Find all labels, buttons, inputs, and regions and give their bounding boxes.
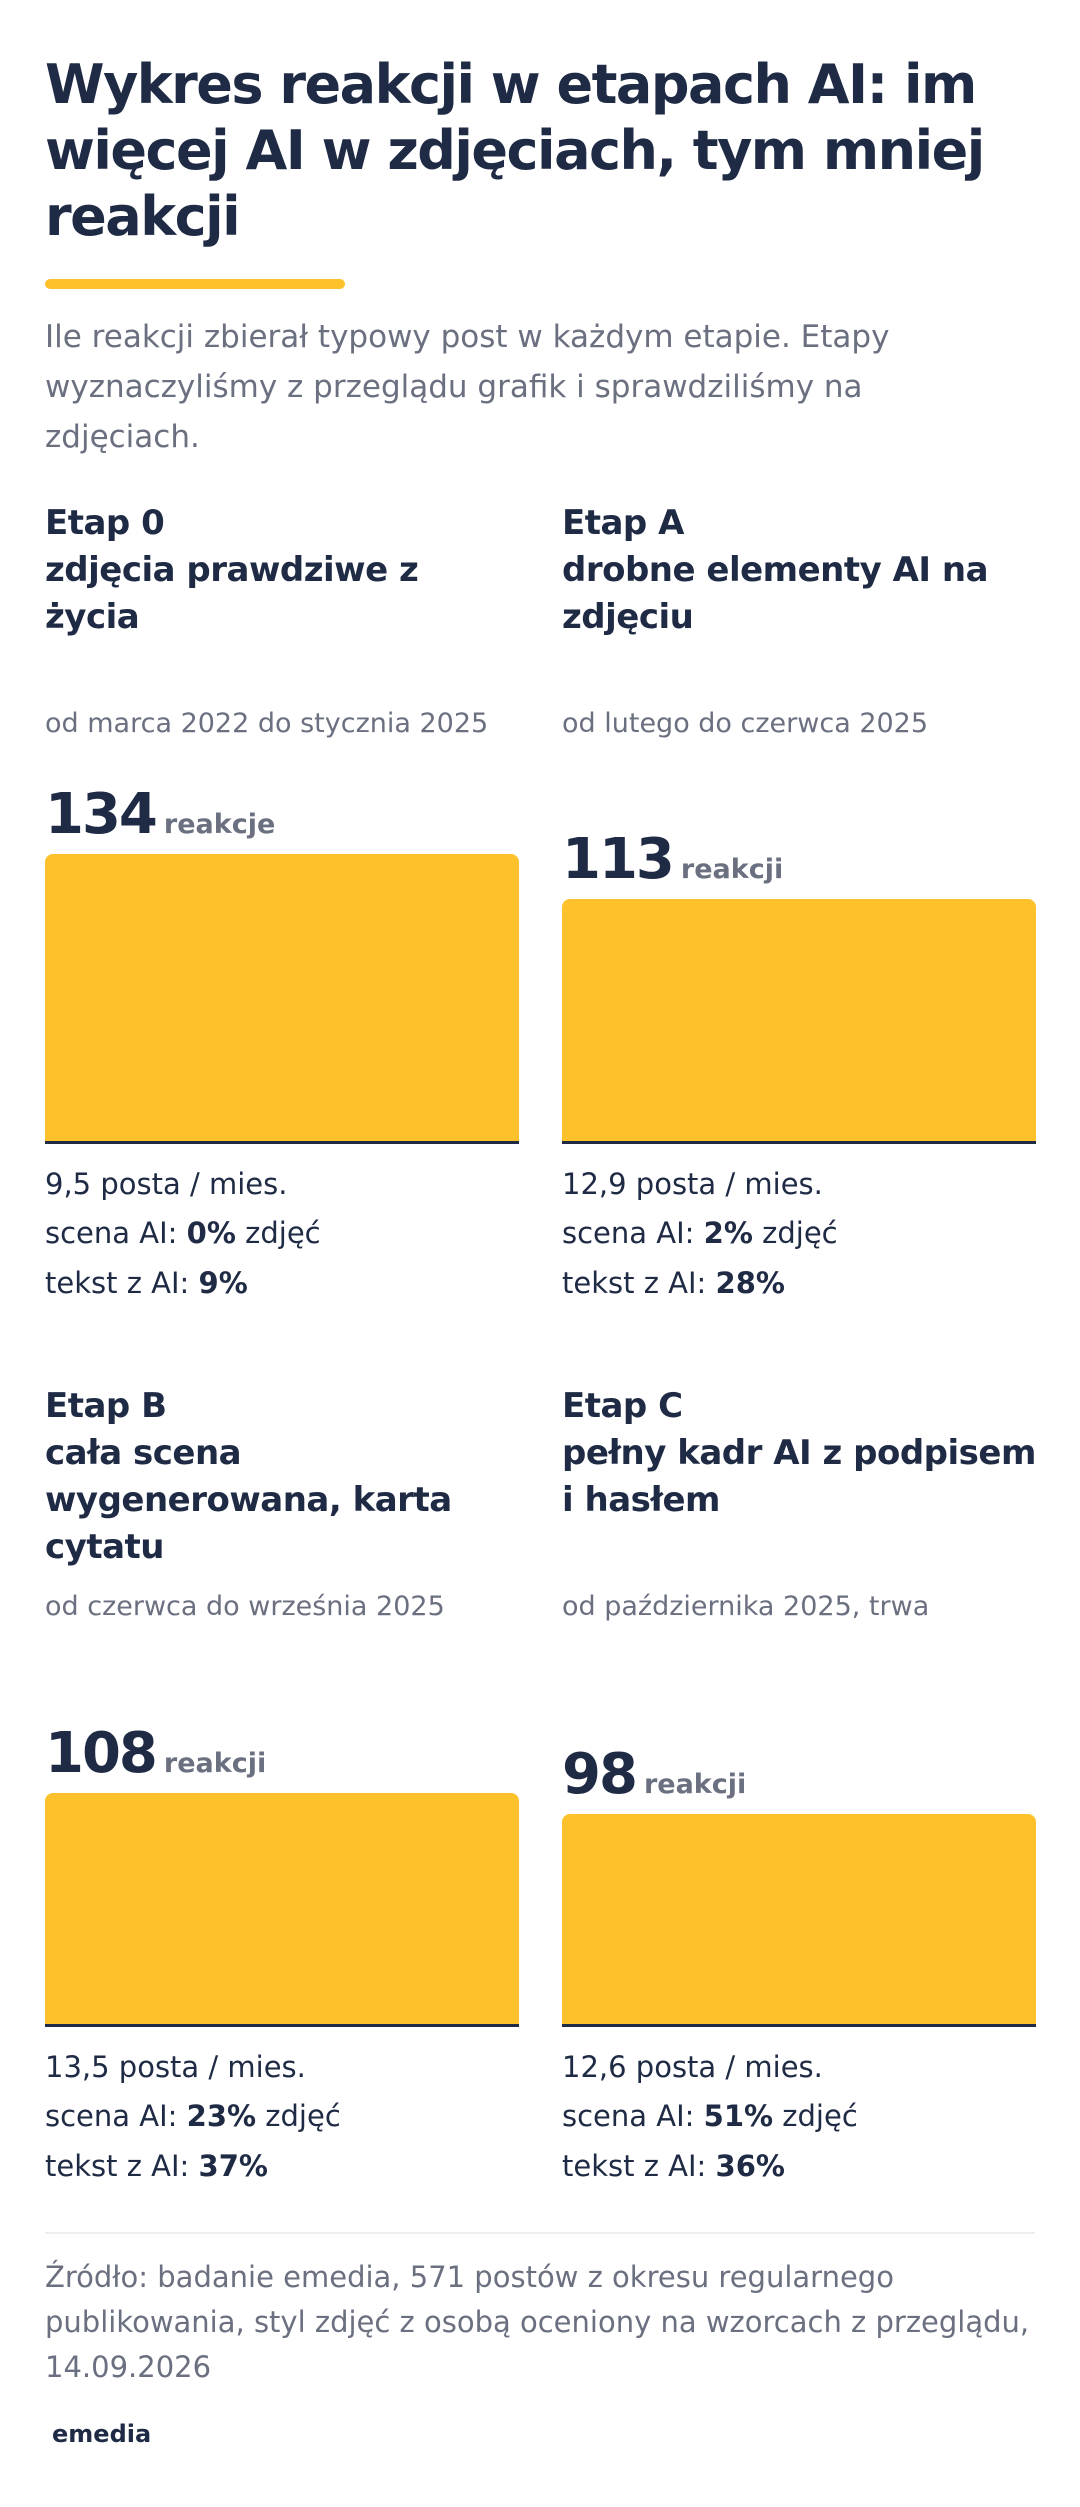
text-value: 9% <box>198 1266 248 1300</box>
posts-per-month: 9,5 posta / mies. <box>45 1167 288 1201</box>
value-label: 98 reakcji <box>562 1742 746 1807</box>
bar <box>45 1792 519 2024</box>
value: 98 <box>562 1742 638 1808</box>
value: 113 <box>562 826 675 892</box>
stage-heading: Etap C pełny kadr AI z podpisem i hasłem <box>562 1383 1036 1524</box>
value-label: 134 reakcje <box>45 782 275 847</box>
scene-suffix: zdjęć <box>782 2099 858 2133</box>
bar <box>562 1814 1036 2024</box>
unit: reakcji <box>680 853 784 885</box>
bar <box>45 854 519 1141</box>
stage-name: Etap C <box>562 1386 683 1426</box>
scene-suffix: zdjęć <box>762 1216 838 1250</box>
scene-ai: scena AI: 2% zdjęć <box>562 1216 838 1250</box>
scene-ai: scena AI: 23% zdjęć <box>45 2099 341 2133</box>
unit: reakcji <box>643 1769 747 1801</box>
stage-name: Etap A <box>562 503 684 543</box>
baseline <box>45 1141 519 1144</box>
scene-label: scena AI: <box>45 1216 178 1250</box>
stage-period: od czerwca do września 2025 <box>45 1591 445 1622</box>
text-value: 36% <box>715 2149 785 2183</box>
value-label: 113 reakcji <box>562 827 783 892</box>
stage-heading: Etap B cała scena wygenerowana, karta cyt… <box>45 1383 519 1571</box>
title: Wykres reakcji w etapach AI: im więcej A… <box>45 53 985 248</box>
scene-label: scena AI: <box>45 2099 178 2133</box>
stage-heading: Etap A drobne elementy AI na zdjęciu <box>562 500 1036 641</box>
baseline <box>562 1141 1036 1144</box>
text-ai: tekst z AI: 37% <box>45 2149 268 2183</box>
text-label: tekst z AI: <box>45 2149 190 2183</box>
bar <box>562 898 1036 1141</box>
text-label: tekst z AI: <box>562 2149 707 2183</box>
scene-value: 2% <box>703 1216 753 1250</box>
posts-per-month: 12,9 posta / mies. <box>562 1167 823 1201</box>
scene-value: 0% <box>186 1216 236 1250</box>
stage-description: zdjęcia prawdziwe z życia <box>45 550 419 637</box>
stage-panel: Etap B cała scena wygenerowana, karta cyt… <box>45 1383 519 2183</box>
text-ai: tekst z AI: 36% <box>562 2149 785 2183</box>
stage-name: Etap 0 <box>45 503 165 543</box>
scene-label: scena AI: <box>562 1216 695 1250</box>
logo: emedia <box>52 2420 152 2448</box>
stage-period: od marca 2022 do stycznia 2025 <box>45 708 489 739</box>
stage-panel: Etap C pełny kadr AI z podpisem i hasłem o… <box>562 1383 1036 2183</box>
value: 134 <box>45 782 158 847</box>
posts-per-month: 12,6 posta / mies. <box>562 2050 823 2084</box>
text-value: 28% <box>715 1266 785 1300</box>
value: 108 <box>45 1720 158 1786</box>
stage-description: drobne elementy AI na zdjęciu <box>562 550 989 637</box>
baseline <box>45 2024 519 2027</box>
text-label: tekst z AI: <box>45 1266 190 1300</box>
text-ai: tekst z AI: 28% <box>562 1266 785 1300</box>
text-ai: tekst z AI: 9% <box>45 1266 248 1300</box>
unit: reakcji <box>163 1747 267 1779</box>
stage-period: od lutego do czerwca 2025 <box>562 708 929 739</box>
scene-value: 23% <box>186 2099 257 2133</box>
scene-suffix: zdjęć <box>245 1216 321 1250</box>
unit: reakcje <box>163 809 276 840</box>
baseline <box>562 2024 1036 2027</box>
source: Źródło: badanie emedia, 571 postów z okr… <box>45 2260 1030 2384</box>
stage-description: pełny kadr AI z podpisem i hasłem <box>562 1433 1036 1520</box>
stage-panel: Etap 0 zdjęcia prawdziwe z życia od marca … <box>45 500 519 1300</box>
text-value: 37% <box>198 2149 268 2183</box>
stage-heading: Etap 0 zdjęcia prawdziwe z życia <box>45 500 519 641</box>
subtitle: Ile reakcji zbierał typowy post w każdym… <box>45 319 890 455</box>
scene-label: scena AI: <box>562 2099 695 2133</box>
stage-period: od października 2025, trwa <box>562 1591 930 1622</box>
text-label: tekst z AI: <box>562 1266 707 1300</box>
title-underline <box>45 279 345 289</box>
stage-panel: Etap A drobne elementy AI na zdjęciu od lu… <box>562 500 1036 1300</box>
scene-suffix: zdjęć <box>265 2099 341 2133</box>
posts-per-month: 13,5 posta / mies. <box>45 2050 306 2084</box>
scene-ai: scena AI: 0% zdjęć <box>45 1216 321 1250</box>
divider <box>45 2232 1035 2234</box>
scene-value: 51% <box>703 2099 774 2133</box>
stage-name: Etap B <box>45 1386 167 1426</box>
value-label: 108 reakcji <box>45 1721 266 1786</box>
stage-description: cała scena wygenerowana, karta cytatu <box>45 1433 452 1567</box>
scene-ai: scena AI: 51% zdjęć <box>562 2099 858 2133</box>
